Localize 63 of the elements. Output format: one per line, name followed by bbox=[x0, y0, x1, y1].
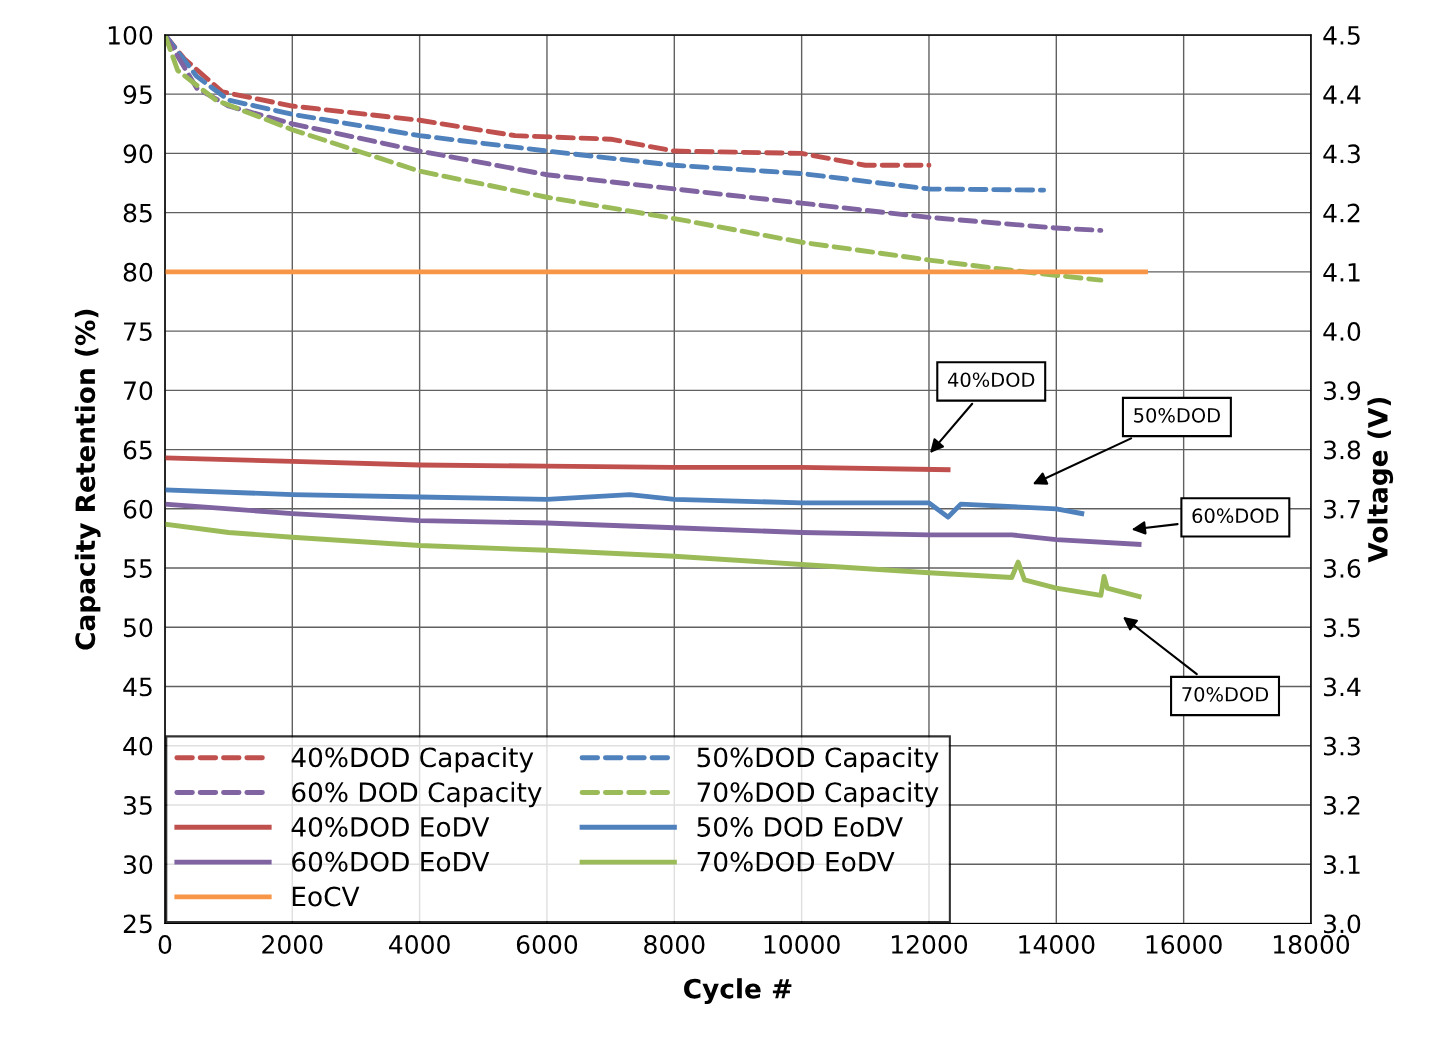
y-tick-label: 90 bbox=[123, 144, 153, 164]
legend-label: 50% DOD EoDV bbox=[697, 816, 903, 837]
x-axis-title: Cycle # bbox=[684, 978, 792, 1004]
y-tick-label: 65 bbox=[123, 440, 152, 460]
y-tick-label: 85 bbox=[123, 203, 152, 223]
annotation: 70%DOD bbox=[1182, 686, 1269, 702]
y-tick-label: 30 bbox=[123, 855, 153, 875]
y2-tick-label: 3.7 bbox=[1324, 499, 1360, 519]
y-tick-label: 100 bbox=[108, 25, 153, 45]
legend-label: 70%DOD EoDV bbox=[697, 851, 895, 872]
x-tick-label: 10000 bbox=[764, 935, 840, 954]
legend-label: EoCV bbox=[292, 886, 360, 907]
x-tick-label: 12000 bbox=[891, 935, 968, 954]
y-tick-label: 75 bbox=[124, 322, 152, 341]
y-tick-label: 40 bbox=[123, 736, 153, 756]
y-tick-label: 50 bbox=[123, 618, 153, 638]
legend-label: 40%DOD EoDV bbox=[291, 816, 490, 837]
x-tick-label: 18000 bbox=[1273, 935, 1350, 954]
y-tick-label: 70 bbox=[124, 381, 153, 401]
y2-tick-label: 3.6 bbox=[1324, 558, 1361, 578]
annotation: 40%DOD bbox=[947, 372, 1035, 388]
x-tick-label: 8000 bbox=[644, 935, 705, 954]
legend-label: 40%DOD Capacity bbox=[291, 746, 534, 773]
x-tick-label: 2000 bbox=[262, 935, 323, 954]
annotation: 50%DOD bbox=[1134, 407, 1220, 423]
y2-tick-label: 3.0 bbox=[1324, 914, 1361, 934]
y2-tick-label: 4.4 bbox=[1323, 85, 1361, 104]
legend-label: 60% DOD Capacity bbox=[292, 781, 542, 808]
y-axis-title: Capacity Retention (%) bbox=[74, 309, 101, 650]
legend-label: 60%DOD EoDV bbox=[292, 851, 490, 872]
y2-tick-label: 4.2 bbox=[1323, 203, 1360, 223]
line-series bbox=[164, 521, 1142, 599]
legend-label: 50%DOD Capacity bbox=[697, 746, 939, 773]
y2-tick-label: 3.9 bbox=[1324, 381, 1361, 401]
x-tick-label: 16000 bbox=[1146, 935, 1222, 954]
line-series bbox=[164, 487, 1085, 520]
y-tick-label: 25 bbox=[123, 914, 152, 934]
y2-tick-label: 3.2 bbox=[1324, 795, 1360, 815]
y2-tick-label: 4.0 bbox=[1323, 322, 1361, 341]
y-tick-label: 80 bbox=[123, 262, 153, 282]
y-tick-label: 95 bbox=[123, 85, 152, 105]
x-tick-label: 14000 bbox=[1019, 935, 1095, 954]
line-series bbox=[164, 455, 951, 473]
legend-label: 70%DOD Capacity bbox=[697, 781, 939, 808]
y2-tick-label: 3.1 bbox=[1324, 855, 1360, 875]
y-tick-label: 35 bbox=[123, 795, 152, 815]
annotation: 60%DOD bbox=[1192, 508, 1279, 524]
y-tick-label: 60 bbox=[123, 499, 153, 519]
x-tick-label: 4000 bbox=[389, 935, 450, 954]
y2-tick-label: 4.1 bbox=[1323, 263, 1360, 282]
y2-tick-label: 4.3 bbox=[1323, 144, 1360, 164]
line-series bbox=[164, 34, 1104, 283]
y2-tick-label: 3.5 bbox=[1324, 618, 1360, 638]
y2-tick-label: 3.3 bbox=[1324, 736, 1360, 756]
y2-tick-label: 4.5 bbox=[1323, 26, 1360, 45]
y-tick-label: 55 bbox=[123, 559, 152, 578]
y2-tick-label: 3.8 bbox=[1324, 440, 1361, 460]
x-tick-label: 6000 bbox=[516, 935, 578, 954]
line-series bbox=[164, 501, 1142, 547]
y-tick-label: 45 bbox=[123, 677, 152, 697]
y2-tick-label: 3.4 bbox=[1324, 677, 1361, 697]
x-tick-label: 0 bbox=[158, 935, 172, 954]
y2-axis-title: Voltage (V) bbox=[1367, 397, 1394, 563]
